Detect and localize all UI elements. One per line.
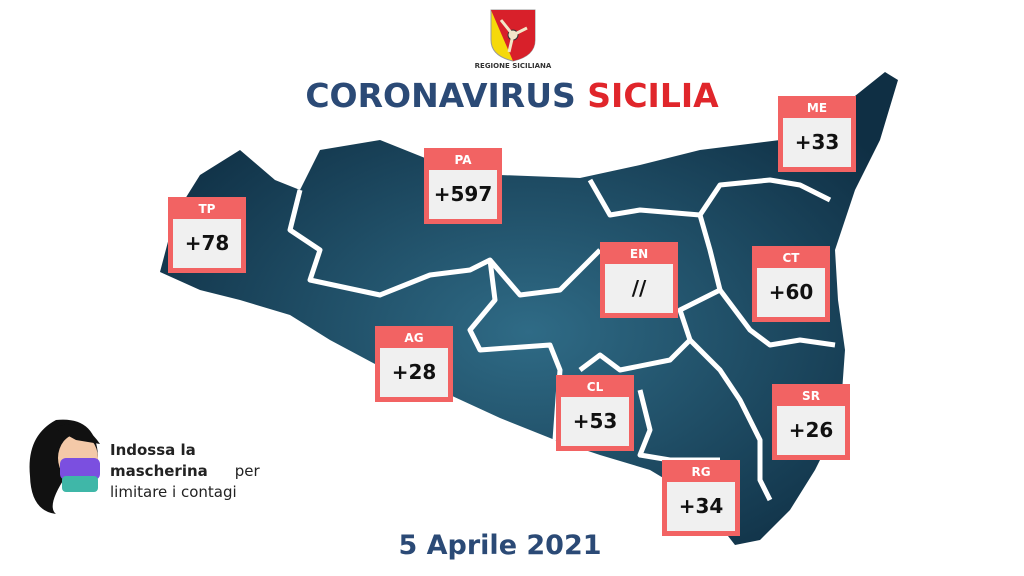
- province-code: TP: [198, 202, 216, 216]
- title-sicilia: SICILIA: [587, 76, 719, 115]
- province-box-tp: TP +78: [168, 197, 246, 273]
- message-bold: Indossa la mascherina: [110, 441, 208, 480]
- province-code: CT: [782, 251, 800, 265]
- province-box-pa: PA +597: [424, 148, 502, 224]
- page-title: CORONAVIRUS SICILIA: [0, 76, 1024, 115]
- province-value: +60: [757, 268, 825, 317]
- province-code: RG: [691, 465, 711, 479]
- province-box-ag: AG +28: [375, 326, 453, 402]
- province-value: +597: [429, 170, 497, 219]
- province-code: CL: [586, 380, 604, 394]
- message-rest: limitare i contagi: [110, 483, 237, 501]
- regione-siciliana-logo: [490, 9, 536, 62]
- province-box-cl: CL +53: [556, 375, 634, 451]
- message-per: per: [234, 462, 260, 480]
- province-code: PA: [454, 153, 472, 167]
- province-box-me: ME +33: [778, 96, 856, 172]
- province-value: +53: [561, 397, 629, 446]
- province-borders: [287, 177, 836, 502]
- province-code: EN: [629, 247, 649, 261]
- province-value: +28: [380, 348, 448, 397]
- province-box-en: EN //: [600, 242, 678, 318]
- logo-text: REGIONE SICILIANA: [474, 62, 552, 70]
- province-value: +78: [173, 219, 241, 268]
- province-code: ME: [806, 101, 828, 115]
- province-value: +34: [667, 482, 735, 531]
- province-box-rg: RG +34: [662, 460, 740, 536]
- province-box-ct: CT +60: [752, 246, 830, 322]
- province-value: +26: [777, 406, 845, 455]
- province-code: SR: [802, 389, 820, 403]
- mask-message: Indossa la mascherina per limitare i con…: [110, 440, 260, 503]
- province-code: AG: [404, 331, 424, 345]
- report-date: 5 Aprile 2021: [398, 530, 602, 561]
- province-value: //: [605, 264, 673, 313]
- province-box-sr: SR +26: [772, 384, 850, 460]
- masked-woman-illustration: [29, 419, 100, 514]
- province-value: +33: [783, 118, 851, 167]
- title-coronavirus: CORONAVIRUS: [305, 76, 576, 115]
